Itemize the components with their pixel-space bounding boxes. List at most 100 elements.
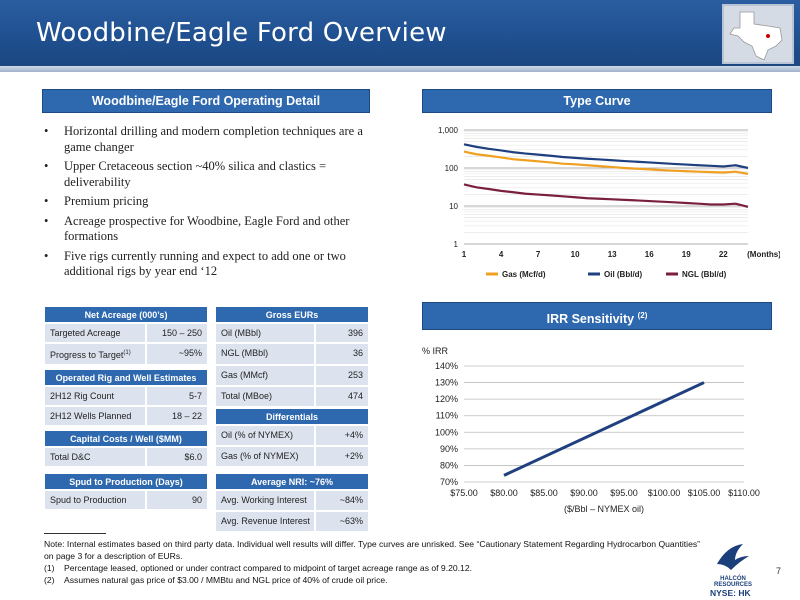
row-value: 150 – 250: [146, 323, 208, 343]
row-label: Avg. Revenue Interest: [215, 511, 315, 532]
irr-sensitivity-chart: % IRR 70% 80% 90% 100% 110% 120% 130% 140% $75.00…: [422, 346, 760, 514]
footnote-number: (1): [44, 563, 55, 573]
row-value: 396: [315, 323, 369, 343]
x-tick-label: $80.00: [490, 488, 518, 498]
table-header: Gross EURs: [215, 306, 369, 323]
row-value: 253: [315, 365, 369, 386]
table-header: Average NRI: ~76%: [215, 473, 369, 490]
page-title: Woodbine/Eagle Ford Overview: [36, 18, 447, 48]
y-tick-label: 100%: [435, 427, 458, 437]
table-row: Avg. Revenue Interest ~63%: [215, 511, 369, 532]
series-line: [463, 183, 749, 208]
table-row: Gas (% of NYMEX) +2%: [215, 446, 369, 467]
table-row: Total (MBoe) 474: [215, 386, 369, 407]
irr-line: [503, 381, 705, 477]
footnote-item: (2) Assumes natural gas price of $3.00 /…: [44, 574, 704, 586]
ticker-label: NYSE: HK: [710, 588, 751, 598]
x-tick-label: 10: [571, 250, 580, 259]
legend-label: Gas (Mcf/d): [502, 270, 546, 279]
row-label: Total D&C: [44, 447, 146, 467]
row-value: +4%: [315, 425, 369, 446]
row-label: Progress to Target(1): [44, 343, 146, 365]
x-tick-label: $95.00: [610, 488, 638, 498]
y-tick-label: 70%: [440, 477, 458, 487]
table-header: Operated Rig and Well Estimates: [44, 369, 208, 386]
operating-detail-bullets: Horizontal drilling and modern completio…: [44, 124, 374, 284]
table-row: NGL (MBbl) 36: [215, 343, 369, 365]
row-label: Gas (% of NYMEX): [215, 446, 315, 467]
type-curve-chart: 1 10 100 1,000 1 4 7 10 13 16 19 22 (Months) Gas (Mcf…: [438, 126, 780, 279]
bullet-item: Horizontal drilling and modern completio…: [44, 124, 374, 155]
row-label: Spud to Production: [44, 490, 146, 510]
series-line: [463, 150, 749, 175]
header-banner: [0, 0, 800, 72]
y-tick-label: 1: [454, 240, 459, 249]
x-tick-label: 7: [536, 250, 541, 259]
differentials-table: Differentials Oil (% of NYMEX) +4% Gas (…: [215, 408, 369, 467]
table-row: 2H12 Wells Planned 18 – 22: [44, 406, 208, 426]
logo-text: HALCÓN RESOURCES: [713, 576, 752, 588]
gross-eurs-table: Gross EURs Oil (MBbl) 396 NGL (MBbl) 36 …: [215, 306, 369, 407]
y-tick-label: 140%: [435, 361, 458, 371]
x-tick-label: $110.00: [728, 488, 760, 498]
row-value: $6.0: [146, 447, 208, 467]
footnote-text: Percentage leased, optioned or under con…: [64, 563, 472, 573]
y-tick-label: 10: [449, 202, 458, 211]
x-tick-label: 22: [719, 250, 728, 259]
row-label-text: Progress to Target: [50, 350, 124, 360]
x-tick-label: $105.00: [688, 488, 721, 498]
y-tick-label: 1,000: [438, 126, 459, 135]
x-tick-label: 13: [608, 250, 617, 259]
texas-map-icon: [722, 4, 794, 64]
net-acreage-table: Net Acreage (000’s) Targeted Acreage 150…: [44, 306, 208, 365]
table-row: 2H12 Rig Count 5-7: [44, 386, 208, 406]
row-value: ~63%: [315, 511, 369, 532]
x-tick-label: $90.00: [570, 488, 598, 498]
row-label: 2H12 Rig Count: [44, 386, 146, 406]
footnote-note: Note: Internal estimates based on third …: [44, 539, 701, 561]
row-value: 474: [315, 386, 369, 407]
footnote-number: (2): [44, 575, 55, 585]
x-tick-label: 4: [499, 250, 504, 259]
capital-costs-table: Capital Costs / Well ($MM) Total D&C $6.…: [44, 430, 208, 467]
operating-detail-header: Woodbine/Eagle Ford Operating Detail: [42, 89, 370, 113]
y-tick-label: 80%: [440, 460, 458, 470]
rig-estimates-table: Operated Rig and Well Estimates 2H12 Rig…: [44, 369, 208, 426]
row-value: ~95%: [146, 343, 208, 365]
row-label: Avg. Working Interest: [215, 490, 315, 511]
row-label: Total (MBoe): [215, 386, 315, 407]
footnote-ref: (1): [123, 350, 131, 356]
row-value: +2%: [315, 446, 369, 467]
x-tick-label: 19: [682, 250, 691, 259]
legend-label: NGL (Bbl/d): [682, 270, 727, 279]
footnotes: Note: Internal estimates based on third …: [44, 538, 704, 586]
row-label: 2H12 Wells Planned: [44, 406, 146, 426]
irr-header-text: IRR Sensitivity: [546, 312, 635, 327]
row-value: 5-7: [146, 386, 208, 406]
bullet-item: Premium pricing: [44, 194, 374, 210]
type-curve-header: Type Curve: [422, 89, 772, 113]
row-value: 18 – 22: [146, 406, 208, 426]
footnote-ref: (2): [637, 311, 648, 320]
legend-label: Oil (Bbl/d): [604, 270, 643, 279]
footnote-rule: [44, 533, 106, 534]
row-label: Oil (MBbl): [215, 323, 315, 343]
row-value: ~84%: [315, 490, 369, 511]
x-tick-label: $85.00: [530, 488, 558, 498]
x-tick-label: $100.00: [648, 488, 681, 498]
x-tick-label: 1: [462, 250, 467, 259]
table-header: Spud to Production (Days): [44, 473, 208, 490]
bullet-item: Upper Cretaceous section ~40% silica and…: [44, 159, 374, 190]
bullet-item: Five rigs currently running and expect t…: [44, 249, 374, 280]
table-row: Avg. Working Interest ~84%: [215, 490, 369, 511]
halcon-logo: HALCÓN RESOURCES: [706, 542, 760, 588]
x-tick-label: $75.00: [450, 488, 478, 498]
series-line: [463, 143, 749, 170]
x-unit-label: (Months): [747, 250, 780, 259]
y-tick-label: 120%: [435, 394, 458, 404]
table-header: Capital Costs / Well ($MM): [44, 430, 208, 447]
table-row: Gas (MMcf) 253: [215, 365, 369, 386]
irr-sensitivity-header: IRR Sensitivity (2): [422, 302, 772, 330]
x-axis-label: ($/Bbl – NYMEX oil): [564, 504, 644, 514]
table-row: Oil (MBbl) 396: [215, 323, 369, 343]
